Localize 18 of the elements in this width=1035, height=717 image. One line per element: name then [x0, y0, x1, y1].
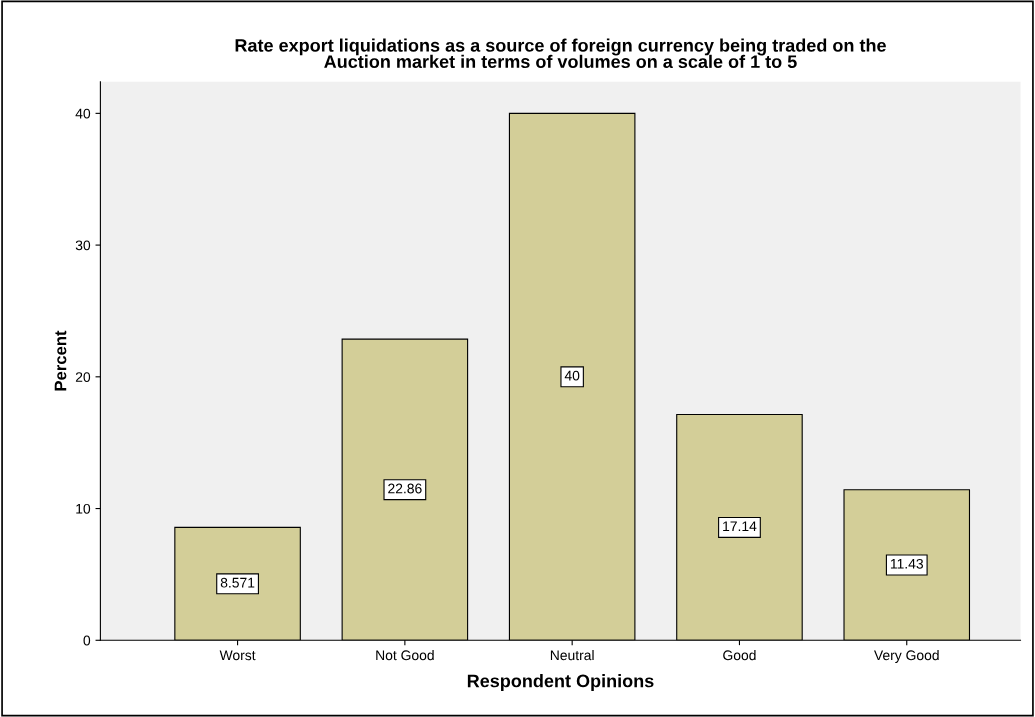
y-axis-title: Percent: [54, 330, 67, 391]
x-tick-label: Not Good: [376, 650, 434, 661]
x-axis-title: Respondent Opinions: [467, 674, 654, 691]
y-tick-label: 40: [75, 108, 91, 119]
data-label: 8.571: [220, 577, 255, 588]
y-tick-label: 20: [75, 372, 91, 382]
data-label: 17.14: [723, 521, 757, 531]
x-tick-label: Very Good: [874, 650, 939, 663]
data-label: 11.43: [890, 558, 924, 569]
x-tick-label: Neutral: [550, 650, 594, 661]
chart-title: Rate export liquidations as a source of foreign currency being traded on the Auction market in terms of volumes on a scale of 1 to 5: [235, 38, 886, 69]
x-tick-label: Worst: [219, 650, 256, 661]
data-label: 22.86: [388, 483, 422, 494]
data-label: 40: [564, 370, 580, 381]
y-tick-label: 30: [75, 240, 91, 251]
x-tick-label: Good: [723, 650, 756, 661]
y-tick-label: 0: [83, 635, 91, 646]
y-tick-label: 10: [76, 503, 91, 514]
